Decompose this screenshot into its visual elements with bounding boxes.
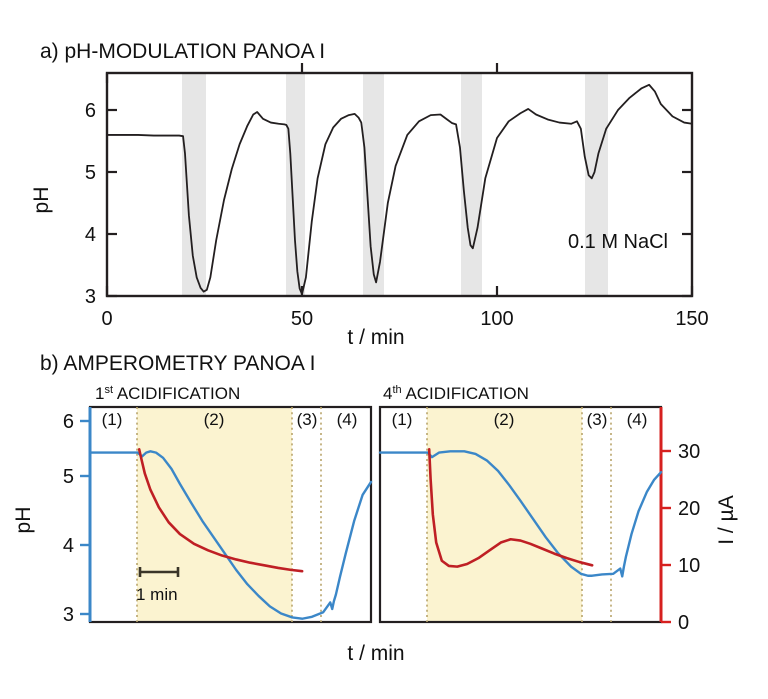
svg-text:1st ACIDIFICATION: 1st ACIDIFICATION (95, 384, 240, 403)
panel-a-y-axis-label: pH (30, 187, 53, 214)
right-region-label-1: (1) (392, 410, 413, 429)
right-region2-shade (427, 407, 582, 622)
subplot-fourth-acidification: 0 10 20 30 I / µA (1) (2) (3) (4) (378, 405, 738, 634)
panel-a-xtick-100: 100 (480, 308, 513, 330)
left-region-label-1: (1) (102, 410, 123, 429)
panel-a-ytick-6: 6 (85, 100, 96, 122)
panel-a-xtick-0: 0 (101, 308, 112, 330)
right-itick-10: 10 (678, 555, 700, 577)
right-title-rest: ACIDIFICATION (402, 384, 529, 403)
current-trace-fourth-acidification (427, 448, 594, 568)
panel-b-title: b) AMPEROMETRY PANOA I (40, 352, 315, 375)
panel-a-y-ticks (107, 108, 117, 298)
left-ytick-6: 6 (63, 411, 74, 433)
panel-a-xtick-150: 150 (675, 308, 708, 330)
panel-a-frame (105, 71, 694, 298)
right-itick-30: 30 (678, 441, 700, 463)
band-3 (363, 73, 384, 296)
right-region1-bg (380, 407, 427, 622)
left-ytick-3: 3 (63, 604, 74, 626)
band-2 (286, 73, 305, 296)
panel-a-x-axis-label: t / min (347, 326, 404, 349)
left-region34-bg (292, 407, 371, 622)
panel-a-ytick-3: 3 (85, 286, 96, 308)
left-ytick-5: 5 (63, 466, 74, 488)
panel-b-ph-axis-label: pH (12, 507, 35, 534)
left-title-num: 1 (95, 384, 104, 403)
panel-a-ytick-4: 4 (85, 224, 96, 246)
left-title-rest: ACIDIFICATION (113, 384, 240, 403)
left-subplot-title: 1st ACIDIFICATION (95, 384, 240, 403)
left-ytick-4: 4 (63, 535, 74, 557)
panel-b-x-axis-label: t / min (347, 642, 404, 665)
panel-b-current-axis-label: I / µA (715, 495, 738, 544)
right-subplot-title: 4th ACIDIFICATION (383, 384, 529, 403)
panel-a-x-ticks (105, 63, 694, 296)
right-itick-20: 20 (678, 498, 700, 520)
panel-a-y-ticks-right (682, 108, 692, 298)
band-5 (585, 73, 608, 296)
left-region-label-2: (2) (204, 410, 225, 429)
right-region-label-2: (2) (494, 410, 515, 429)
subplot-first-acidification: 3 4 5 6 pH (1) (2) (3) (4) 1 min (12, 405, 373, 626)
right-itick-0: 0 (678, 612, 689, 634)
ph-trace-first-acidification (88, 450, 373, 620)
right-current-ticks (661, 449, 671, 624)
scale-bar-label: 1 min (136, 585, 178, 604)
left-region1-bg (90, 407, 137, 622)
acidification-bands-a (182, 73, 608, 296)
right-region-label-3: (3) (587, 410, 608, 429)
panel-a-ytick-5: 5 (85, 162, 96, 184)
scale-bar (138, 567, 180, 577)
panel-a-annotation: 0.1 M NaCl (568, 231, 668, 253)
ph-trace-fourth-acidification (378, 450, 663, 578)
left-ph-ticks (80, 419, 90, 616)
ph-trace-panel-a (106, 83, 693, 296)
left-title-sup: st (104, 384, 113, 396)
current-trace-first-acidification (137, 448, 304, 573)
panel-a-xtick-50: 50 (291, 308, 313, 330)
right-title-sup: th (392, 384, 401, 396)
right-title-num: 4 (383, 384, 392, 403)
band-4 (461, 73, 482, 296)
left-region-label-4: (4) (337, 410, 358, 429)
right-region34-bg (582, 407, 661, 622)
panel-a-chart: 3 4 5 6 0 50 100 150 pH t / min 0.1 M Na… (30, 63, 709, 349)
svg-text:4th ACIDIFICATION: 4th ACIDIFICATION (383, 384, 529, 403)
panel-a-title: a) pH-MODULATION PANOA I (40, 40, 325, 63)
left-region-label-3: (3) (297, 410, 318, 429)
right-region-label-4: (4) (627, 410, 648, 429)
